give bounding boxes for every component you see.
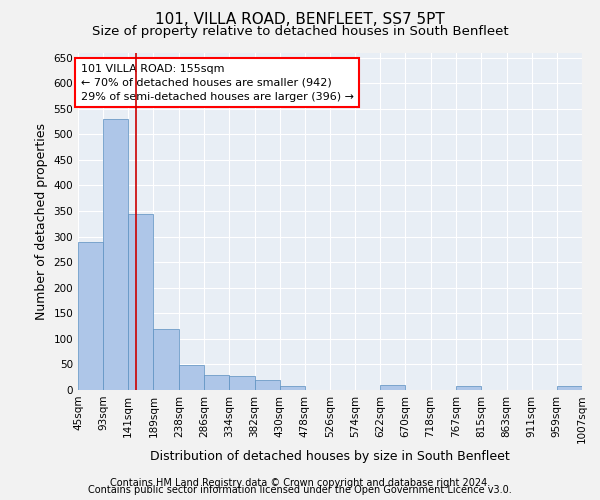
- Bar: [229, 376, 254, 390]
- Bar: [128, 214, 154, 390]
- Bar: [254, 380, 280, 390]
- Bar: [280, 386, 305, 390]
- Bar: [204, 374, 229, 390]
- Text: Contains public sector information licensed under the Open Government Licence v3: Contains public sector information licen…: [88, 485, 512, 495]
- X-axis label: Distribution of detached houses by size in South Benfleet: Distribution of detached houses by size …: [150, 450, 510, 464]
- Text: 101, VILLA ROAD, BENFLEET, SS7 5PT: 101, VILLA ROAD, BENFLEET, SS7 5PT: [155, 12, 445, 28]
- Bar: [154, 328, 179, 390]
- Text: Contains HM Land Registry data © Crown copyright and database right 2024.: Contains HM Land Registry data © Crown c…: [110, 478, 490, 488]
- Bar: [103, 119, 128, 390]
- Bar: [380, 385, 406, 390]
- Bar: [557, 386, 582, 390]
- Bar: [179, 366, 204, 390]
- Bar: [456, 386, 481, 390]
- Bar: [78, 242, 103, 390]
- Text: Size of property relative to detached houses in South Benfleet: Size of property relative to detached ho…: [92, 25, 508, 38]
- Y-axis label: Number of detached properties: Number of detached properties: [35, 122, 48, 320]
- Text: 101 VILLA ROAD: 155sqm
← 70% of detached houses are smaller (942)
29% of semi-de: 101 VILLA ROAD: 155sqm ← 70% of detached…: [80, 64, 353, 102]
